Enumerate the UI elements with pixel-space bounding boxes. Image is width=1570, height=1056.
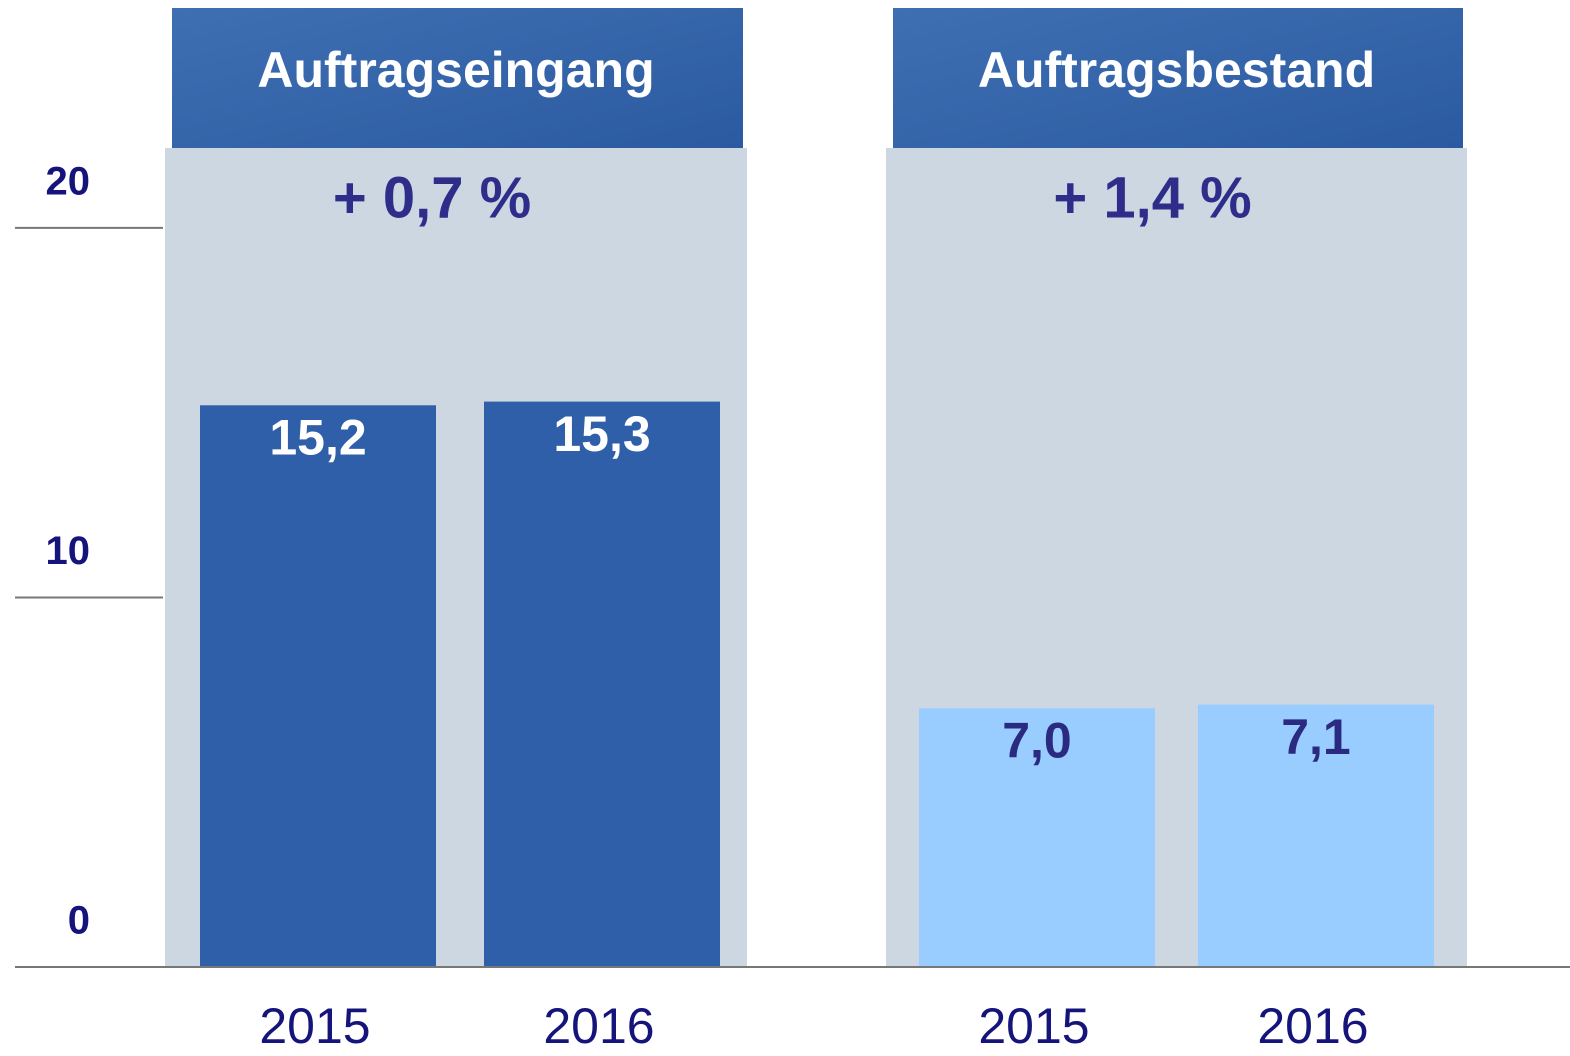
value-label: 15,3	[553, 406, 650, 462]
panel-title: Auftragsbestand	[978, 42, 1375, 98]
change-annotation: + 0,7 %	[333, 165, 531, 230]
change-annotation: + 1,4 %	[1053, 165, 1251, 230]
x-tick-label: 2016	[1257, 998, 1368, 1054]
bar	[200, 405, 436, 968]
bar	[1198, 704, 1434, 967]
panel-title: Auftragseingang	[257, 42, 654, 98]
x-tick-label: 2016	[543, 998, 654, 1054]
y-tick-label: 20	[46, 159, 91, 203]
value-label: 15,2	[269, 409, 366, 465]
y-tick-label: 10	[46, 529, 91, 573]
x-tick-label: 2015	[259, 998, 370, 1054]
bar	[919, 708, 1155, 967]
x-tick-label: 2015	[978, 998, 1089, 1054]
bar	[484, 401, 720, 967]
value-label: 7,0	[1002, 713, 1072, 769]
value-label: 7,1	[1281, 709, 1351, 765]
panel-header	[893, 8, 1463, 148]
panel-header	[172, 8, 743, 148]
y-tick-label: 0	[68, 899, 90, 943]
